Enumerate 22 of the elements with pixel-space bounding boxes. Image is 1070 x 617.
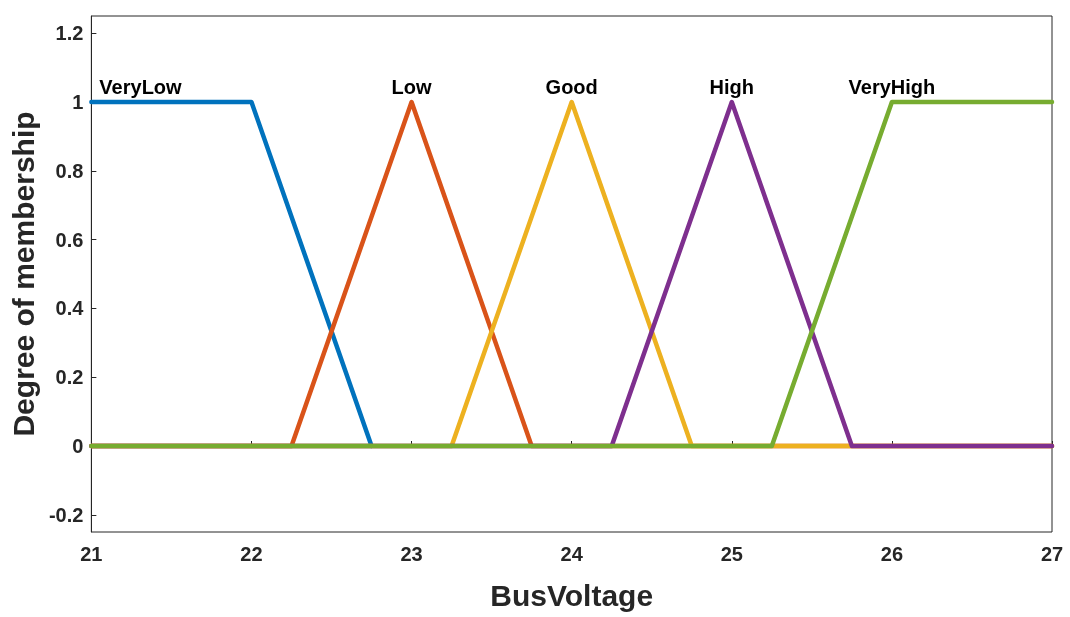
series-label: Low: [391, 76, 433, 98]
y-tick-label: 0.4: [55, 297, 85, 320]
x-tick-label: 25: [720, 543, 743, 565]
series-label: High: [709, 76, 755, 98]
y-tick-label: 0.6: [55, 228, 84, 251]
x-tick-label: 26: [880, 543, 904, 565]
y-tick-label: 0: [72, 435, 84, 457]
y-tick-label: -0.2: [48, 503, 84, 526]
x-tick-label: 23: [400, 543, 423, 565]
x-tick-label: 27: [1040, 543, 1064, 565]
x-tick-label: 22: [240, 543, 263, 565]
y-tick-label: 0.8: [55, 159, 84, 182]
y-tick-label: 1.2: [55, 22, 84, 45]
x-tick-label: 24: [560, 543, 584, 565]
y-axis-title: Degree of membership: [6, 111, 40, 437]
series-label: VeryLow: [99, 76, 183, 98]
x-tick-label: 21: [80, 543, 103, 565]
series-label: VeryHigh: [848, 76, 936, 98]
x-axis-title: BusVoltage: [490, 578, 654, 612]
y-tick-label: 0.2: [55, 366, 84, 389]
series-label: Good: [545, 76, 598, 98]
y-tick-label: 1: [72, 91, 84, 113]
